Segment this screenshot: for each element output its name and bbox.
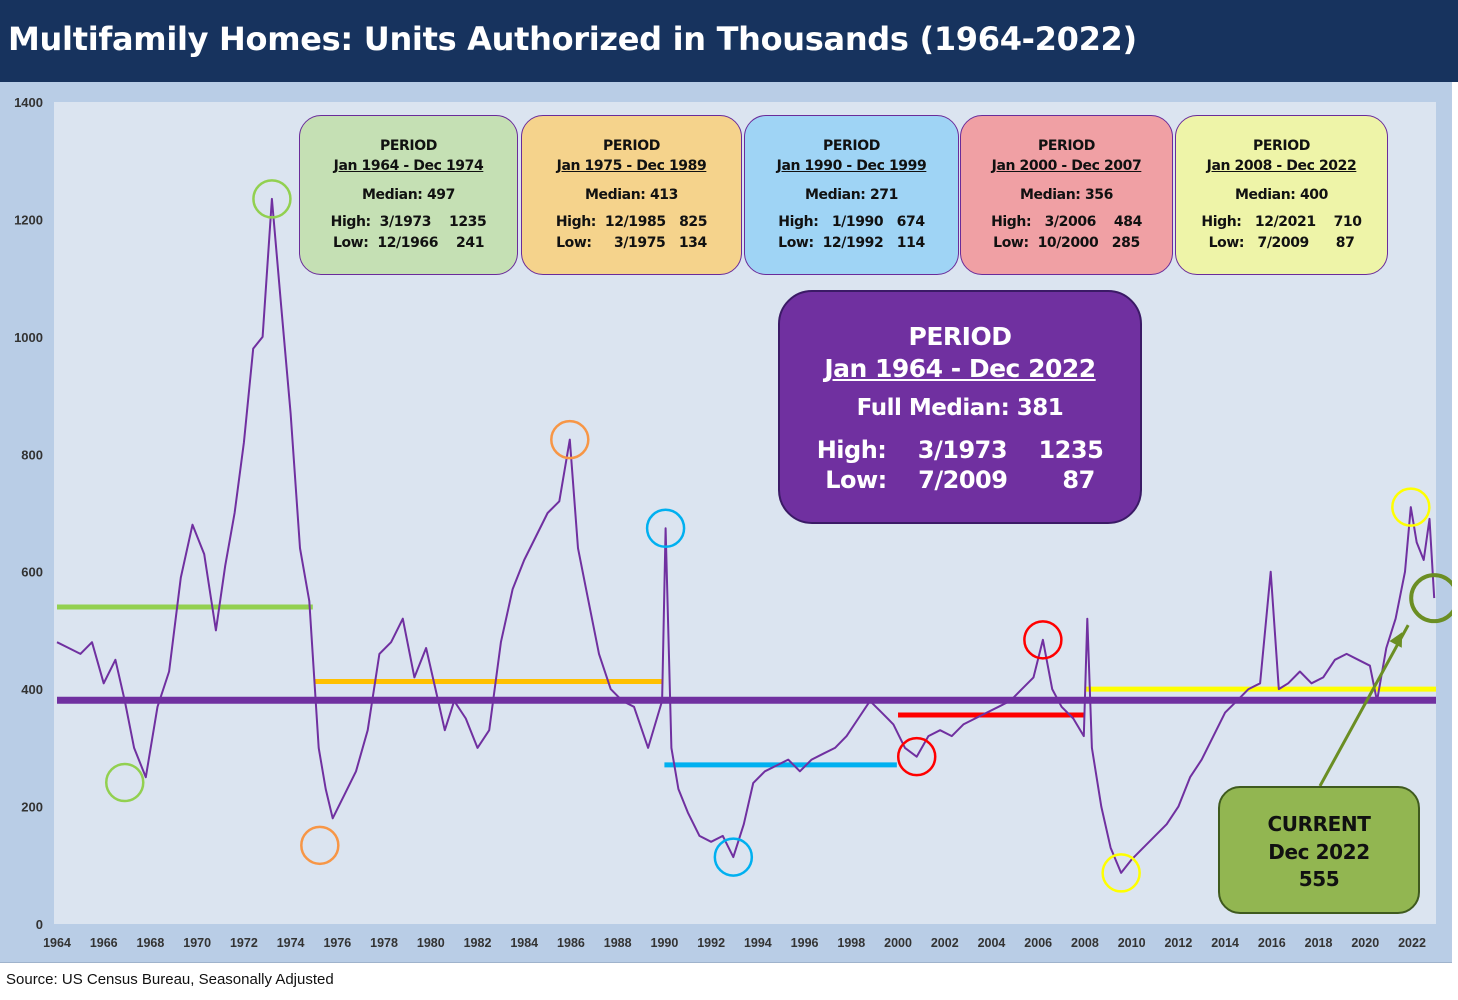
x-tick-label: 1996 [791,936,819,950]
highlight-circle [252,179,292,219]
y-tick-label: 1000 [14,330,43,345]
highlight-circle [1101,853,1141,893]
highlight-circle [713,837,754,877]
x-tick-label: 1982 [464,936,492,950]
y-tick-label: 1400 [14,95,43,110]
current-date: Dec 2022 [1268,840,1370,864]
period-box-1964-1974: PERIOD Jan 1964 - Dec 1974 Median: 497 H… [299,115,518,275]
x-tick-label: 1978 [370,936,398,950]
highlight-circle [300,825,340,866]
period-box-median: Median: 356 [1020,187,1113,203]
period-box-high: High: 12/2021 710 [1201,214,1362,230]
period-box-high: High: 1/1990 674 [778,214,925,230]
x-tick-label: 1966 [90,936,118,950]
period-box-high: High: 3/1973 1235 [330,214,487,230]
period-box-high: High: 3/2006 484 [991,214,1142,230]
arrow-line [1318,624,1410,787]
x-tick-label: 2002 [931,936,959,950]
period-box-low: Low: 10/2000 285 [993,235,1140,251]
period-box-low: Low: 7/2009 87 [1208,235,1355,251]
chart-title: Multifamily Homes: Units Authorized in T… [8,20,1137,58]
period-box-median: Median: 497 [362,187,455,203]
x-tick-label: 2014 [1211,936,1239,950]
highlight-circle [1023,620,1063,660]
period-box-label: PERIOD [603,138,660,154]
full-period-range: Jan 1964 - Dec 2022 [824,354,1096,383]
x-tick-label: 1992 [697,936,725,950]
full-period-median: Full Median: 381 [856,395,1064,421]
x-tick-label: 2006 [1024,936,1052,950]
x-tick-label: 1988 [604,936,632,950]
x-tick-label: 1972 [230,936,258,950]
highlight-circle [105,762,145,803]
x-tick-label: 1970 [183,936,211,950]
x-tick-label: 2012 [1164,936,1192,950]
highlight-circle [645,508,686,549]
period-box-range: Jan 1964 - Dec 1974 [333,158,484,174]
period-box-label: PERIOD [1253,138,1310,154]
y-tick-label: 200 [21,800,43,815]
full-period-label: PERIOD [908,322,1012,351]
period-box-1990-1999: PERIOD Jan 1990 - Dec 1999 Median: 271 H… [744,115,959,275]
source-note: Source: US Census Bureau, Seasonally Adj… [6,971,334,988]
arrow-head [1389,632,1403,648]
title-bar: Multifamily Homes: Units Authorized in T… [0,0,1458,82]
highlight-circle [550,419,590,460]
period-box-low: Low: 12/1966 241 [332,235,485,251]
x-tick-label: 2010 [1118,936,1146,950]
current-value: 555 [1298,867,1340,891]
x-tick-label: 1994 [744,936,772,950]
y-tick-label: 1200 [14,212,43,227]
period-box-range: Jan 1975 - Dec 1989 [556,158,707,174]
period-box-median: Median: 413 [585,187,678,203]
period-box-range: Jan 1990 - Dec 1999 [776,158,927,174]
highlight-circle [896,736,937,777]
current-value-box: CURRENT Dec 2022 555 [1218,786,1420,914]
y-tick-label: 800 [21,447,43,462]
highlight-circle [1391,487,1431,527]
y-tick-label: 0 [36,917,43,932]
full-period-high: High: 3/1973 1235 [816,436,1104,464]
x-tick-label: 2020 [1351,936,1379,950]
x-tick-label: 1976 [323,936,351,950]
x-tick-label: 1990 [651,936,679,950]
x-tick-label: 1980 [417,936,445,950]
current-label: CURRENT [1267,812,1371,836]
period-box-median: Median: 400 [1235,187,1328,203]
x-tick-label: 1964 [43,936,71,950]
period-box-1975-1989: PERIOD Jan 1975 - Dec 1989 Median: 413 H… [521,115,742,275]
y-tick-label: 600 [21,565,43,580]
full-period-box: PERIOD Jan 1964 - Dec 2022 Full Median: … [778,290,1142,524]
period-box-label: PERIOD [1038,138,1095,154]
period-box-label: PERIOD [823,138,880,154]
period-box-median: Median: 271 [805,187,898,203]
x-tick-label: 2008 [1071,936,1099,950]
period-box-low: Low: 3/1975 134 [556,235,707,251]
x-tick-label: 2004 [978,936,1006,950]
period-box-range: Jan 2000 - Dec 2007 [991,158,1142,174]
x-tick-label: 1986 [557,936,585,950]
x-tick-label: 2018 [1305,936,1333,950]
x-tick-label: 1984 [510,936,538,950]
x-tick-label: 1998 [837,936,865,950]
y-tick-label: 400 [21,682,43,697]
series-line [56,197,1436,874]
highlight-circle [1409,573,1452,624]
x-tick-label: 1974 [277,936,305,950]
x-tick-label: 2016 [1258,936,1286,950]
period-box-label: PERIOD [380,138,437,154]
period-box-2008-2022: PERIOD Jan 2008 - Dec 2022 Median: 400 H… [1175,115,1388,275]
period-box-low: Low: 12/1992 114 [778,235,925,251]
divider [0,962,1452,963]
x-tick-label: 2022 [1398,936,1426,950]
period-box-range: Jan 2008 - Dec 2022 [1206,158,1357,174]
full-period-low: Low: 7/2009 87 [825,466,1095,494]
period-box-high: High: 12/1985 825 [555,214,708,230]
period-box-2000-2007: PERIOD Jan 2000 - Dec 2007 Median: 356 H… [960,115,1173,275]
x-tick-label: 2000 [884,936,912,950]
x-tick-label: 1968 [137,936,165,950]
